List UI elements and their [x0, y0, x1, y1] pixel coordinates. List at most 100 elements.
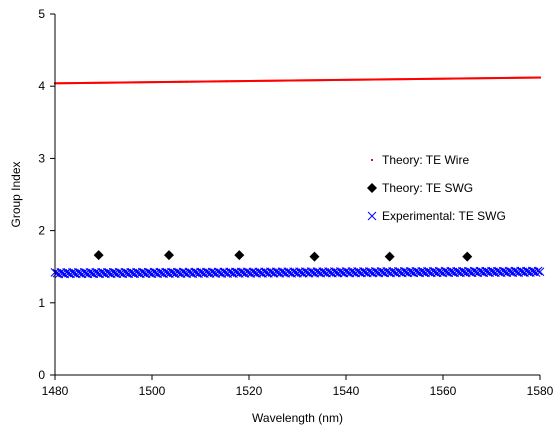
theory-wire-point [346, 78, 349, 81]
y-tick-label: 5 [38, 7, 45, 21]
theory-wire-point [101, 81, 104, 84]
y-tick-label: 0 [38, 368, 45, 382]
theory-wire-point [252, 79, 255, 82]
theory-wire-point [468, 77, 471, 80]
theory-wire-point [192, 80, 195, 83]
theory-wire-point [193, 80, 196, 83]
theory-wire-point [261, 79, 264, 82]
theory-wire-point [97, 81, 100, 84]
theory-wire-point [431, 77, 434, 80]
theory-wire-point [391, 78, 394, 81]
theory-wire-point [382, 78, 385, 81]
theory-wire-point [522, 76, 525, 79]
series-theory-te-swg [93, 250, 473, 262]
legend-item-experimental-te-swg: Experimental: TE SWG [367, 209, 506, 223]
theory-wire-point [220, 80, 223, 83]
theory-wire-point [405, 78, 408, 81]
theory-wire-point [107, 81, 110, 84]
theory-wire-point [170, 80, 173, 83]
theory-wire-point [448, 77, 451, 80]
theory-wire-point [376, 78, 379, 81]
theory-wire-point [308, 79, 311, 82]
theory-wire-point [321, 79, 324, 82]
theory-wire-point [489, 77, 492, 80]
theory-wire-point [85, 81, 88, 84]
theory-wire-point [164, 80, 167, 83]
theory-wire-point [347, 78, 350, 81]
theory-wire-point [381, 78, 384, 81]
theory-wire-point [250, 79, 253, 82]
theory-wire-point [325, 79, 328, 82]
theory-wire-point [475, 77, 478, 80]
theory-wire-point [394, 78, 397, 81]
theory-wire-point [515, 76, 518, 79]
theory-wire-point [241, 80, 244, 83]
theory-wire-point [273, 79, 276, 82]
theory-wire-point [311, 79, 314, 82]
theory-wire-point [426, 77, 429, 80]
theory-wire-point [509, 76, 512, 79]
theory-wire-point [336, 78, 339, 81]
series-experimental-te-swg [50, 266, 545, 279]
theory-wire-point [123, 81, 126, 84]
theory-wire-point [134, 81, 137, 84]
theory-wire-point [434, 77, 437, 80]
x-tick-label: 1520 [236, 384, 263, 398]
theory-wire-point [197, 80, 200, 83]
theory-wire-point [144, 81, 147, 84]
theory-wire-point [98, 81, 101, 84]
theory-wire-point [478, 77, 481, 80]
theory-wire-point [456, 77, 459, 80]
theory-wire-point [260, 79, 263, 82]
theory-wire-point [528, 76, 531, 79]
theory-wire-point [257, 79, 260, 82]
theory-swg-point [462, 251, 473, 262]
theory-wire-point [166, 80, 169, 83]
theory-wire-point [340, 78, 343, 81]
theory-wire-point [292, 79, 295, 82]
theory-wire-point [520, 76, 523, 79]
theory-wire-point [467, 77, 470, 80]
theory-wire-point [92, 81, 95, 84]
theory-wire-point [422, 77, 425, 80]
theory-wire-point [433, 77, 436, 80]
theory-wire-point [132, 81, 135, 84]
theory-swg-point [163, 250, 174, 261]
theory-wire-point [172, 80, 175, 83]
theory-wire-point [268, 79, 271, 82]
theory-wire-point [212, 80, 215, 83]
theory-wire-point [472, 77, 475, 80]
theory-wire-point [421, 77, 424, 80]
theory-wire-point [222, 80, 225, 83]
theory-wire-point [331, 79, 334, 82]
legend-marker-red-dot [371, 159, 373, 161]
theory-wire-point [129, 81, 132, 84]
theory-wire-point [180, 80, 183, 83]
theory-wire-point [74, 82, 77, 85]
theory-wire-point [398, 78, 401, 81]
y-tick-label: 3 [38, 151, 45, 165]
theory-wire-point [89, 81, 92, 84]
theory-wire-point [462, 77, 465, 80]
theory-wire-point [279, 79, 282, 82]
theory-wire-point [140, 81, 143, 84]
theory-wire-point [238, 80, 241, 83]
theory-wire-point [198, 80, 201, 83]
theory-wire-point [186, 80, 189, 83]
legend-item-theory-te-wire: Theory: TE Wire [371, 153, 469, 167]
legend-label-experimental-te-swg: Experimental: TE SWG [382, 209, 506, 223]
theory-wire-point [177, 80, 180, 83]
theory-wire-point [141, 81, 144, 84]
theory-wire-point [511, 76, 514, 79]
theory-wire-point [286, 79, 289, 82]
theory-wire-point [416, 77, 419, 80]
theory-swg-point [384, 251, 395, 262]
theory-wire-point [338, 78, 341, 81]
theory-wire-point [291, 79, 294, 82]
theory-wire-point [154, 81, 157, 84]
theory-wire-point [64, 82, 67, 85]
theory-wire-point [403, 78, 406, 81]
theory-swg-point [93, 250, 104, 261]
theory-wire-point [81, 81, 84, 84]
theory-wire-point [151, 81, 153, 84]
